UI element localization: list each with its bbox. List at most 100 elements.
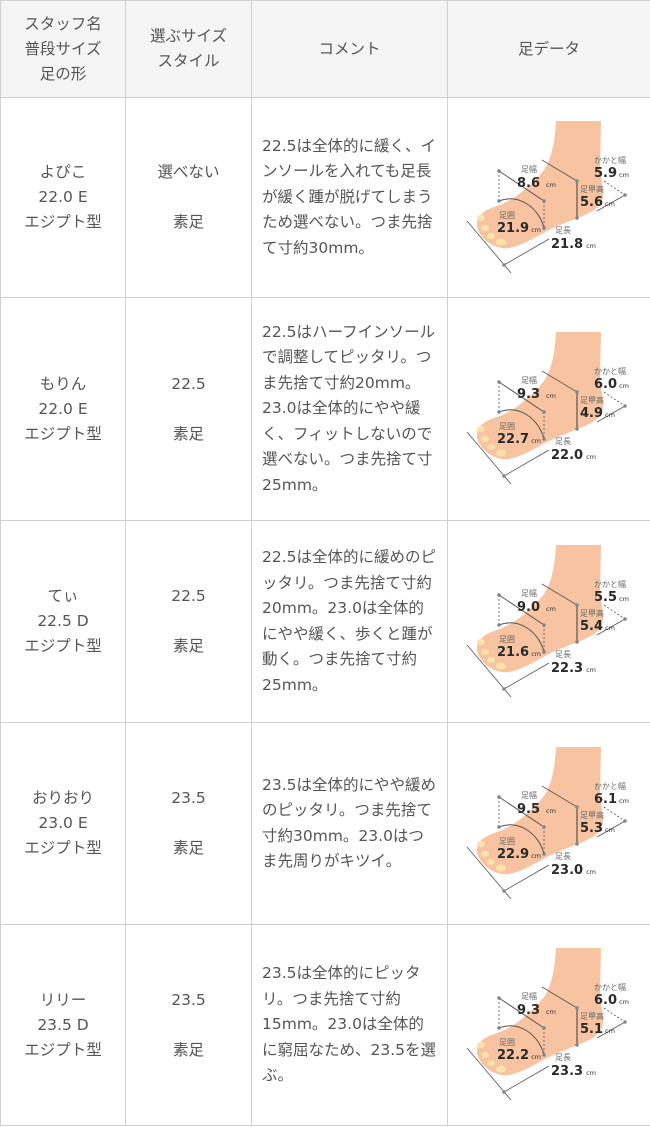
length-label: 足長 <box>555 650 571 659</box>
chosen-size: 23.5 <box>171 990 206 1009</box>
heel-width-value: 5.5 <box>594 590 617 605</box>
foot-shape: エジプト型 <box>24 637 102 655</box>
comment-cell: 22.5はハーフインソールで調整してピッタリ。つま先捨て寸約20mm。23.0は… <box>251 297 448 521</box>
instep-height-label: 足甲高 <box>580 395 604 405</box>
unit: cm <box>605 200 615 208</box>
staff-cell: てぃ 22.5 D エジプト型 <box>0 520 126 723</box>
foot-diagram: 足幅 9.0 cm かかと幅 5.5 cm 足甲高 5.4 cm 足囲 21.6 cm … <box>466 544 629 697</box>
header-foot-data: 足データ <box>447 0 650 98</box>
usual-size: 22.5 D <box>37 612 89 630</box>
instep-height-reading: 4.9 cm <box>580 406 615 421</box>
instep-height-value: 5.3 <box>580 821 603 836</box>
foot-illustration <box>476 332 604 460</box>
unit: cm <box>531 1053 541 1061</box>
heel-width-value: 6.1 <box>594 792 617 807</box>
girth-value: 21.6 <box>497 645 529 660</box>
choice-cell: 23.5 素足 <box>125 722 252 925</box>
heel-width-reading: 5.5 cm <box>594 590 629 605</box>
girth-reading: 21.6 cm <box>497 645 541 660</box>
girth-label: 足囲 <box>499 837 515 846</box>
header-choice: 選ぶサイズ スタイル <box>125 0 252 98</box>
length-value: 23.3 <box>551 1064 583 1079</box>
heel-width-value: 6.0 <box>594 993 617 1008</box>
table-row: よぴこ 22.0 E エジプト型 選べない 素足 22.5は全体的に緩く、インソ… <box>0 97 650 298</box>
foot-data-cell: 足幅 9.3 cm かかと幅 6.0 cm 足甲高 4.9 cm 足囲 22.7 cm … <box>447 297 650 521</box>
unit: cm <box>586 666 596 674</box>
length-value: 21.8 <box>551 237 583 252</box>
header-row: スタッフ名 普段サイズ 足の形 選ぶサイズ スタイル コメント 足データ <box>0 0 650 98</box>
unit: cm <box>605 624 615 632</box>
girth-label: 足囲 <box>499 422 515 431</box>
unit: cm <box>619 595 629 603</box>
heel-width-value: 6.0 <box>594 377 617 392</box>
length-label: 足長 <box>555 437 571 446</box>
girth-reading: 22.2 cm <box>497 1048 541 1063</box>
length-reading: 23.3 cm <box>551 1064 596 1079</box>
unit: cm <box>619 998 629 1006</box>
toes <box>477 426 506 457</box>
measure-points <box>497 168 627 267</box>
foot-illustration <box>476 948 604 1076</box>
unit: cm <box>531 650 541 658</box>
staff-cell: もりん 22.0 E エジプト型 <box>0 297 126 521</box>
foot-width-reading: 9.3 cm <box>517 387 556 402</box>
girth-label: 足囲 <box>499 635 515 644</box>
heel-width-value: 5.9 <box>594 166 617 181</box>
instep-height-label: 足甲高 <box>580 810 604 820</box>
chosen-size: 22.5 <box>171 374 206 393</box>
instep-height-reading: 5.6 cm <box>580 195 615 210</box>
foot-data-cell: 足幅 8.6 cm かかと幅 5.9 cm 足甲高 5.6 cm 足囲 21.9 cm … <box>447 97 650 298</box>
measure-points <box>497 794 627 893</box>
foot-shape: エジプト型 <box>24 839 102 857</box>
girth-reading: 22.7 cm <box>497 432 541 447</box>
foot-shape: エジプト型 <box>24 213 102 231</box>
foot-width-reading: 9.0 cm <box>517 600 556 615</box>
style: 素足 <box>172 213 204 231</box>
girth-value: 22.2 <box>497 1048 529 1063</box>
foot-width-value: 9.5 <box>517 802 540 817</box>
comment-cell: 22.5は全体的に緩く、インソールを入れても足長が緩く踵が脱げてしまうため選べな… <box>251 97 448 298</box>
foot-width-label: 足幅 <box>521 991 537 1001</box>
foot-width-value: 9.3 <box>517 1003 540 1018</box>
heel-width-label: かかと幅 <box>594 155 626 165</box>
measure-lines <box>466 370 626 485</box>
instep-height-label: 足甲高 <box>580 1011 604 1021</box>
unit: cm <box>586 453 596 461</box>
heel-width-label: かかと幅 <box>594 366 626 376</box>
measure-lines <box>466 785 626 899</box>
header-comment: コメント <box>251 0 448 98</box>
unit: cm <box>586 868 596 876</box>
toes <box>477 1042 506 1073</box>
instep-height-reading: 5.3 cm <box>580 821 615 836</box>
foot-data-cell: 足幅 9.0 cm かかと幅 5.5 cm 足甲高 5.4 cm 足囲 21.6 cm … <box>447 520 650 723</box>
usual-size: 23.0 E <box>38 814 88 832</box>
unit: cm <box>619 171 629 179</box>
comment-cell: 23.5は全体的にやや緩めのピッタリ。つま先捨て寸約30mm。23.0はつま先周… <box>251 722 448 925</box>
staff-name: もりん <box>39 374 87 393</box>
heel-width-label: かかと幅 <box>594 781 626 791</box>
style: 素足 <box>172 1040 204 1059</box>
girth-value: 21.9 <box>497 221 529 236</box>
table-row: リリー 23.5 D エジプト型 23.5 素足 23.5は全体的にピッタリ。つ… <box>0 924 650 1126</box>
foot-illustration <box>476 544 604 672</box>
measure-points <box>497 592 627 691</box>
toes <box>477 638 506 669</box>
foot-width-label: 足幅 <box>521 164 537 174</box>
measure-points <box>497 380 627 478</box>
girth-value: 22.7 <box>497 432 529 447</box>
girth-label: 足囲 <box>499 1038 515 1047</box>
comment-cell: 23.5は全体的にピッタリ。つま先捨て寸約15mm。23.0は全体的に窮屈なため… <box>251 924 448 1126</box>
header-line: 普段サイズ <box>24 39 102 58</box>
foot-illustration <box>476 120 604 248</box>
measure-points <box>497 996 627 1094</box>
heel-width-reading: 6.1 cm <box>594 792 629 807</box>
length-reading: 21.8 cm <box>551 237 596 252</box>
foot-width-reading: 8.6 cm <box>517 176 556 191</box>
unit: cm <box>546 392 556 400</box>
instep-height-label: 足甲高 <box>580 184 604 194</box>
unit: cm <box>605 826 615 834</box>
usual-size: 23.5 D <box>37 1015 89 1034</box>
unit: cm <box>546 1008 556 1016</box>
instep-height-value: 5.6 <box>580 195 603 210</box>
choice-cell: 22.5 素足 <box>125 520 252 723</box>
